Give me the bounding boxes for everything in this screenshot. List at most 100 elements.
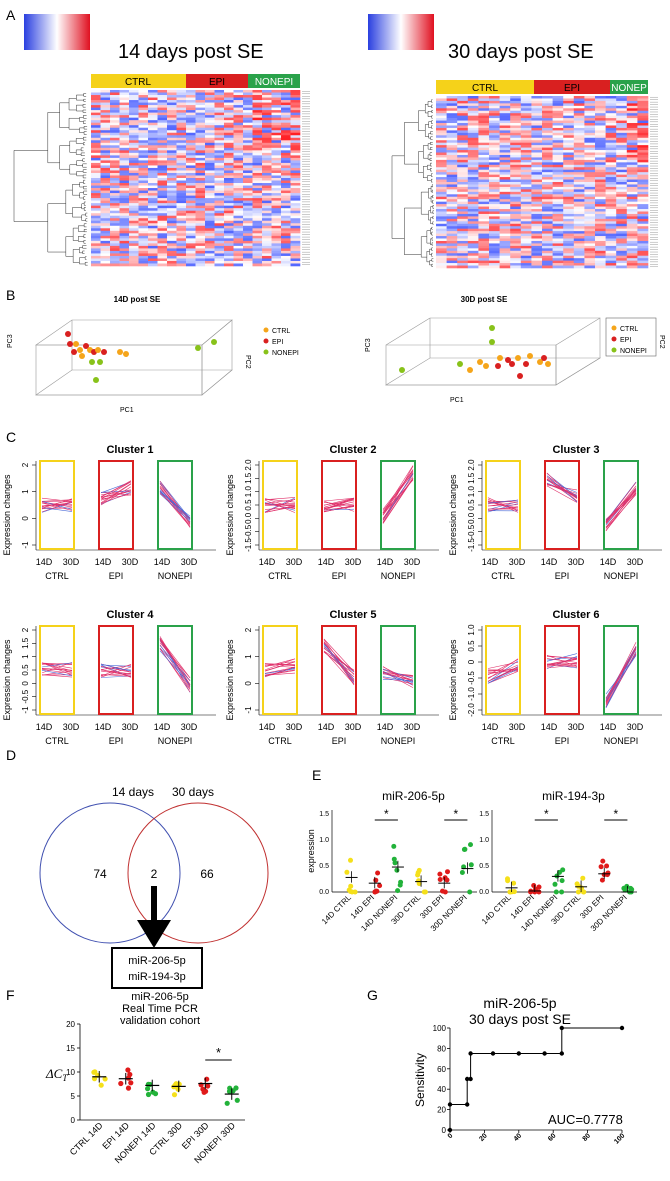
heatmap-cell xyxy=(531,194,543,198)
heatmap-cell xyxy=(457,182,469,185)
pca-right-box xyxy=(384,317,602,386)
heatmap-cell xyxy=(129,122,139,126)
cluster-ytick: -0.5 xyxy=(21,689,30,703)
heatmap-cell xyxy=(637,226,649,229)
heatmap-cell xyxy=(520,132,532,136)
pca-left-legend-ctrl: CTRL xyxy=(272,328,290,335)
dotplot-point xyxy=(600,858,606,864)
heatmap-cell xyxy=(262,183,272,186)
group-bar-epi-left xyxy=(186,74,248,88)
heatmap-cell xyxy=(446,243,458,247)
heatmap-cell xyxy=(616,206,628,210)
heatmap-cell xyxy=(467,263,479,266)
heatmap-cell xyxy=(436,110,447,114)
heatmap-cell xyxy=(457,162,469,166)
heatmap-cell xyxy=(531,96,543,99)
heatmap-cell xyxy=(157,130,168,134)
heatmap-cell xyxy=(520,177,532,180)
heatmap-cell xyxy=(595,263,606,266)
dendrogram-branch xyxy=(82,245,87,249)
heatmap-cell xyxy=(573,96,585,99)
heatmap-cell xyxy=(552,174,564,178)
heatmap-cell xyxy=(138,120,149,123)
cluster-xtick: 30D xyxy=(63,557,80,567)
dotplot-point xyxy=(553,889,559,895)
heatmap-cell xyxy=(542,182,553,185)
heatmap-cell xyxy=(457,157,469,161)
heatmap-cell xyxy=(148,215,158,219)
heatmap-cell xyxy=(605,150,617,153)
heatmap-cell xyxy=(233,97,244,101)
heatmap-cell xyxy=(563,154,575,158)
heatmap-cell xyxy=(233,132,244,136)
heatmap-cell xyxy=(616,213,628,217)
heatmap-cell xyxy=(138,100,149,103)
heatmap-cell xyxy=(252,203,263,206)
dendrogram-branch xyxy=(82,250,85,254)
heatmap-cell xyxy=(573,236,585,239)
cluster-profile-line xyxy=(605,655,637,701)
heatmap-cell xyxy=(119,157,130,161)
heatmap-cell xyxy=(195,188,206,191)
heatmap-cell xyxy=(148,160,158,164)
heatmap-cell xyxy=(489,152,500,156)
heatmap-cell xyxy=(138,140,149,144)
dotplot-ytick: 0.5 xyxy=(479,863,489,870)
heatmap-cell xyxy=(129,258,139,262)
heatmap-cell xyxy=(224,160,234,164)
cluster-ytick: 2.0 xyxy=(467,459,476,471)
heatmap-cell xyxy=(510,211,522,215)
heatmap-cell xyxy=(252,92,263,96)
dendrogram-branch xyxy=(427,164,431,170)
cluster-group-box xyxy=(544,625,580,715)
heatmap-cell xyxy=(138,147,149,151)
heatmap-cell xyxy=(510,147,522,151)
heatmap-cell xyxy=(252,137,263,141)
heatmap-cell xyxy=(457,177,469,180)
heatmap-cell xyxy=(110,122,120,126)
heatmap-cell xyxy=(552,172,564,175)
heatmap-cell xyxy=(595,100,606,104)
dendrogram-left xyxy=(13,93,88,266)
heatmap-cell xyxy=(478,223,490,227)
heatmap-cell xyxy=(167,258,177,262)
heatmap-cell xyxy=(129,235,139,239)
heatmap-cell xyxy=(605,105,617,109)
heatmap-cell xyxy=(446,145,458,148)
heatmap-cell xyxy=(467,196,479,200)
heatmap-cell xyxy=(510,191,522,195)
roc-curve-line xyxy=(449,1027,622,1130)
cluster-profile-line xyxy=(546,485,578,503)
venn-only-14days: 74 xyxy=(93,867,107,881)
heatmap-cell xyxy=(489,115,500,119)
heatmap-cell xyxy=(563,243,575,247)
cluster-profile-line xyxy=(487,666,519,682)
heatmap-cell xyxy=(510,184,522,188)
pca-right-xlabel: PC1 xyxy=(450,397,464,404)
heatmap-cell xyxy=(584,169,596,173)
heatmap-cell xyxy=(157,178,168,181)
heatmap-cell xyxy=(129,142,139,146)
heatmap-cell xyxy=(542,223,553,227)
heatmap-cell xyxy=(148,107,158,111)
heatmap-cell xyxy=(271,95,282,98)
roc-point xyxy=(490,1051,496,1056)
heatmap-cell xyxy=(489,118,500,121)
heatmap-cell xyxy=(233,210,244,214)
heatmap-cell xyxy=(563,100,575,104)
pca-point xyxy=(489,339,495,345)
heatmap-cell xyxy=(214,215,225,219)
heatmap-cell xyxy=(176,223,187,227)
heatmap-cell xyxy=(167,122,177,126)
heatmap-cell xyxy=(552,196,564,200)
heatmap-cell xyxy=(224,125,234,129)
heatmap-cell xyxy=(243,107,253,111)
heatmap-cell xyxy=(148,255,158,259)
heatmap-cell xyxy=(563,255,575,259)
heatmap-cell xyxy=(271,178,282,181)
cluster-xtick: 14D xyxy=(318,722,335,732)
heatmap-cell xyxy=(552,218,564,222)
heatmap-cell xyxy=(489,211,500,215)
heatmap-cell xyxy=(573,137,585,141)
cluster-profile-line xyxy=(41,662,73,668)
